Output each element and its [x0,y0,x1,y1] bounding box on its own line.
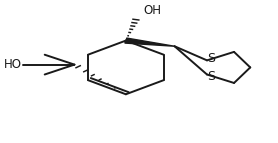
Text: S: S [207,70,215,83]
Text: HO: HO [4,58,22,71]
Text: OH: OH [143,4,162,17]
Polygon shape [125,38,175,46]
Text: S: S [207,52,215,65]
